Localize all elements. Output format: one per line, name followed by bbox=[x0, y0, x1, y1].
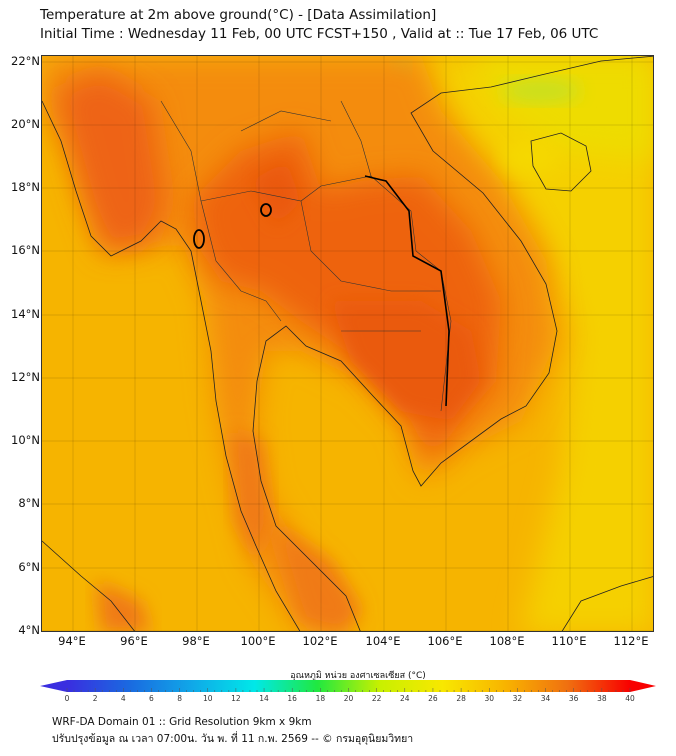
colorbar-tick-label: 0 bbox=[64, 694, 70, 703]
colorbar-tick-label: 4 bbox=[120, 694, 126, 703]
lat-label: 22°N bbox=[11, 54, 40, 68]
colorbar-tick-label: 34 bbox=[540, 694, 551, 703]
lon-label: 104°E bbox=[365, 634, 401, 648]
map-title: Temperature at 2m above ground(°C) - [Da… bbox=[40, 7, 437, 23]
colorbar-tick-label: 36 bbox=[568, 694, 579, 703]
colorbar-max-arrow bbox=[630, 680, 656, 692]
colorbar-tick-label: 8 bbox=[177, 694, 182, 703]
lon-label: 110°E bbox=[551, 634, 587, 648]
colorbar-tick-label: 2 bbox=[92, 694, 98, 703]
colorbar-tick-label: 24 bbox=[400, 694, 410, 703]
lat-label: 8°N bbox=[18, 496, 40, 510]
lon-label: 100°E bbox=[240, 634, 276, 648]
boundaries bbox=[160, 100, 452, 412]
colorbar-tick-label: 40 bbox=[625, 694, 635, 703]
lon-label: 108°E bbox=[489, 634, 525, 648]
contour-40c bbox=[193, 203, 272, 249]
temperature-map bbox=[41, 55, 654, 632]
lat-label: 20°N bbox=[11, 117, 40, 131]
colorbar-tick-label: 38 bbox=[597, 694, 607, 703]
lon-label: 96°E bbox=[120, 634, 148, 648]
map-subtitle: Initial Time : Wednesday 11 Feb, 00 UTC … bbox=[40, 26, 599, 42]
colorbar bbox=[40, 680, 656, 692]
coastline bbox=[42, 56, 653, 631]
colorbar-tick-label: 16 bbox=[287, 694, 297, 703]
colorbar-tick-label: 18 bbox=[315, 694, 326, 703]
lon-label: 106°E bbox=[427, 634, 463, 648]
lon-label: 112°E bbox=[613, 634, 649, 648]
colorbar-tick-label: 32 bbox=[512, 694, 523, 703]
colorbar-label: อุณหภูมิ หน่วย องศาเซลเซียส (°C) bbox=[290, 671, 426, 681]
lon-label: 94°E bbox=[58, 634, 86, 648]
lat-label: 14°N bbox=[11, 307, 40, 321]
colorbar-tick-label: 28 bbox=[456, 694, 466, 703]
colorbar-tick-label: 10 bbox=[202, 694, 213, 703]
lon-label: 102°E bbox=[302, 634, 338, 648]
colorbar-tick-label: 26 bbox=[428, 694, 438, 703]
lon-label: 98°E bbox=[182, 634, 210, 648]
colorbar-tick-label: 6 bbox=[149, 694, 154, 703]
lat-label: 18°N bbox=[11, 180, 40, 194]
lat-label: 4°N bbox=[18, 623, 40, 637]
temperature-field bbox=[42, 56, 653, 631]
lat-label: 10°N bbox=[11, 433, 40, 447]
colorbar-tick-label: 22 bbox=[371, 694, 382, 703]
colorbar-tick-label: 20 bbox=[343, 694, 354, 703]
footer-update-info: ปรับปรุงข้อมูล ณ เวลา 07:00น. วัน พ. ที่… bbox=[52, 733, 414, 745]
colorbar-min-arrow bbox=[40, 680, 67, 692]
colorbar-tick-label: 12 bbox=[231, 694, 241, 703]
gridlines bbox=[42, 56, 653, 631]
colorbar-tick-label: 14 bbox=[259, 694, 269, 703]
lat-label: 12°N bbox=[11, 370, 40, 384]
colorbar-tick-label: 30 bbox=[484, 694, 495, 703]
footer-model-info: WRF-DA Domain 01 :: Grid Resolution 9km … bbox=[52, 716, 312, 728]
lat-label: 16°N bbox=[11, 243, 40, 257]
lat-label: 6°N bbox=[18, 560, 40, 574]
